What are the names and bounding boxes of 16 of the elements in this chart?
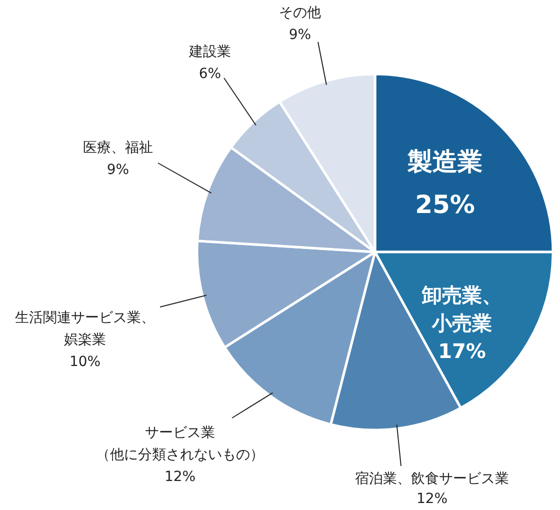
slice-label: サービス業（他に分類されないもの） bbox=[96, 425, 264, 463]
data-label: 9% bbox=[288, 27, 312, 43]
data-label: 12% bbox=[416, 491, 448, 507]
data-label: 10% bbox=[69, 354, 101, 370]
slice-label: 建設業 bbox=[188, 44, 231, 60]
slice-label: その他 bbox=[279, 5, 321, 21]
data-label: 12% bbox=[164, 469, 196, 485]
slice-label: 医療、福祉 bbox=[83, 140, 153, 156]
data-label: 25% bbox=[415, 190, 475, 219]
slice-label: 生活関連サービス業、娯楽業 bbox=[15, 310, 155, 348]
data-label: 9% bbox=[106, 162, 130, 178]
data-label: 6% bbox=[198, 66, 222, 82]
slice-label: 宿泊業、飲食サービス業 bbox=[355, 471, 509, 487]
slice-label: 製造業 bbox=[406, 147, 482, 176]
slice-label: 卸売業、小売業 bbox=[421, 283, 502, 335]
data-label: 17% bbox=[438, 339, 486, 363]
